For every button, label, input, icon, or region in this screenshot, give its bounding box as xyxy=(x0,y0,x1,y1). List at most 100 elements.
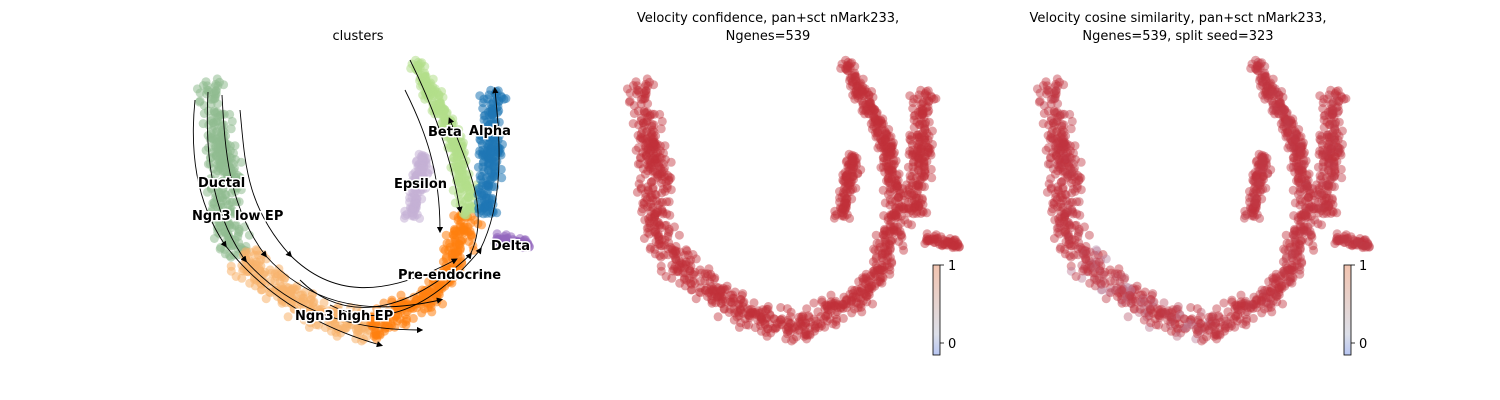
cosine-similarity-point xyxy=(1064,235,1074,245)
cluster-point xyxy=(455,220,465,230)
confidence-point xyxy=(851,89,861,99)
confidence-point xyxy=(923,148,933,158)
confidence-point xyxy=(675,260,685,270)
confidence-point xyxy=(676,258,686,268)
confidence-point xyxy=(872,278,882,288)
confidence-point xyxy=(884,173,893,183)
confidence-point xyxy=(914,157,924,167)
confidence-point xyxy=(754,308,764,318)
confidence-point xyxy=(642,126,652,136)
confidence-point xyxy=(875,264,885,274)
cosine-similarity-point xyxy=(1063,217,1073,227)
confidence-point xyxy=(649,133,659,143)
confidence-point xyxy=(828,319,838,329)
confidence-point xyxy=(891,211,901,221)
confidence-point xyxy=(873,116,883,126)
cosine-similarity-point xyxy=(1067,205,1077,214)
confidence-point xyxy=(663,232,673,242)
confidence-point xyxy=(905,130,915,140)
confidence-point xyxy=(640,140,650,150)
cosine-similarity-point xyxy=(1059,137,1069,147)
confidence-point xyxy=(664,238,674,247)
cluster-point xyxy=(226,124,236,134)
confidence-point xyxy=(917,106,927,116)
confidence-point xyxy=(912,130,922,140)
confidence-point xyxy=(909,190,919,200)
confidence-point xyxy=(882,176,891,186)
confidence-point xyxy=(894,237,904,246)
cluster-point xyxy=(497,173,507,183)
confidence-point xyxy=(887,164,897,174)
confidence-point xyxy=(652,218,662,227)
colorbar-tick-label: 1 xyxy=(948,259,956,274)
confidence-point xyxy=(860,84,870,94)
confidence-point xyxy=(864,106,874,116)
confidence-point xyxy=(880,237,890,247)
confidence-point xyxy=(839,300,849,310)
confidence-point xyxy=(853,286,863,296)
confidence-point xyxy=(714,283,724,293)
confidence-point xyxy=(645,212,655,222)
cosine-similarity-point xyxy=(1100,267,1110,277)
colorbar: 1 0 xyxy=(932,259,956,356)
confidence-point xyxy=(801,318,811,328)
confidence-point xyxy=(734,311,744,321)
cluster-point xyxy=(451,247,461,257)
confidence-point xyxy=(838,303,848,313)
confidence-point xyxy=(883,252,893,262)
confidence-point xyxy=(826,290,836,300)
confidence-point xyxy=(651,148,661,158)
cosine-similarity-point xyxy=(1297,258,1307,268)
confidence-point xyxy=(884,147,894,157)
cluster-point xyxy=(405,187,414,196)
confidence-point xyxy=(805,323,815,332)
confidence-point xyxy=(663,229,673,238)
confidence-point xyxy=(858,86,867,96)
cosine-similarity-point xyxy=(1053,202,1062,212)
confidence-point xyxy=(883,246,893,256)
confidence-point xyxy=(789,334,799,344)
confidence-point xyxy=(632,187,642,197)
cosine-similarity-point xyxy=(1058,184,1068,194)
confidence-point xyxy=(786,307,796,317)
confidence-point xyxy=(856,294,866,304)
confidence-point xyxy=(848,90,858,100)
confidence-point xyxy=(661,220,671,230)
cosine-similarity-point xyxy=(1067,167,1077,177)
confidence-point xyxy=(648,166,658,176)
cosine-similarity-point xyxy=(1289,230,1299,240)
confidence-point xyxy=(761,313,771,323)
confidence-point xyxy=(878,114,888,124)
confidence-point xyxy=(768,323,778,333)
confidence-point xyxy=(647,142,657,152)
cluster-label-ngn3-low-ep: Ngn3 low EP xyxy=(192,209,283,224)
cluster-point xyxy=(426,287,436,297)
confidence-point xyxy=(718,294,728,304)
cosine-similarity-point xyxy=(1119,284,1128,294)
confidence-point xyxy=(874,140,884,150)
confidence-point xyxy=(729,304,739,314)
confidence-point xyxy=(776,319,786,329)
panel-velocity-confidence: Velocity confidence, pan+sct nMark233, N… xyxy=(622,11,964,356)
confidence-point xyxy=(648,183,658,193)
confidence-point xyxy=(823,310,833,320)
cosine-similarity-point xyxy=(1052,116,1062,126)
confidence-point xyxy=(920,119,930,129)
confidence-point xyxy=(870,116,880,125)
confidence-point xyxy=(625,88,635,98)
confidence-point xyxy=(924,145,934,155)
cluster-point xyxy=(249,263,259,273)
confidence-point xyxy=(852,82,862,91)
confidence-point xyxy=(674,230,684,240)
confidence-point xyxy=(855,287,865,296)
confidence-point xyxy=(903,197,913,207)
confidence-point xyxy=(937,240,947,250)
confidence-point xyxy=(671,241,681,251)
confidence-point xyxy=(907,181,917,191)
cosine-similarity-point xyxy=(1053,166,1063,176)
cluster-point xyxy=(513,237,523,247)
confidence-point xyxy=(912,189,922,198)
confidence-point xyxy=(762,331,772,341)
confidence-point xyxy=(734,322,744,332)
confidence-point xyxy=(641,143,651,152)
